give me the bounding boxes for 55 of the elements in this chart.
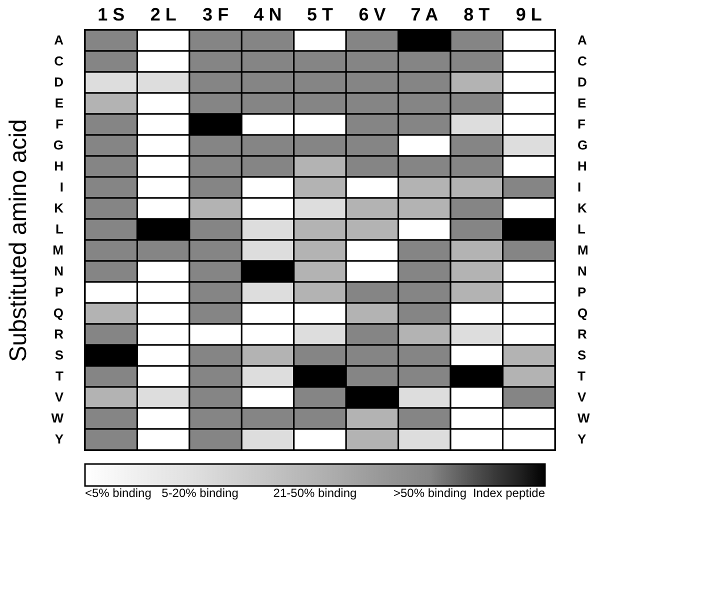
y2-tick-label: S [578, 348, 586, 362]
y2-tick-label: Q [578, 306, 588, 320]
color-bar-label: Index peptide [472, 486, 546, 500]
y2-tick-label: N [578, 264, 587, 278]
y-tick-label: G [53, 138, 64, 152]
x-tick-label: 4 N [254, 4, 282, 24]
x-tick-label: 2 L [150, 4, 176, 24]
y-tick-label: R [54, 326, 64, 342]
y-tick-label: K [54, 200, 64, 216]
color-bar-label: 5-20% binding [162, 486, 238, 500]
y2-tick-label: I [578, 180, 582, 194]
y2-tick-label: F [578, 116, 586, 132]
x-tick-label: 9 L [516, 4, 542, 24]
color-bar-label: >50% binding [393, 486, 467, 500]
y-tick-label: C [54, 54, 64, 68]
y2-tick-label: H [578, 158, 587, 174]
y-tick-label: M [52, 242, 64, 258]
y-tick-label: N [54, 264, 64, 278]
y2-tick-label: A [578, 32, 588, 48]
y-tick-label: T [56, 368, 64, 384]
x-tick-label: 8 T [464, 4, 490, 24]
y-tick-label: W [51, 410, 64, 426]
y2-tick-label: C [578, 54, 588, 68]
y2-tick-label: K [578, 200, 588, 216]
y2-tick-label: V [578, 390, 586, 404]
color-bar-label: <5% binding [85, 486, 152, 500]
y-tick-label: S [54, 348, 64, 362]
y2-tick-label: Y [578, 432, 586, 446]
y2-tick-label: G [578, 138, 588, 152]
y2-tick-label: M [578, 242, 588, 258]
y2-tick-label: E [578, 96, 586, 110]
x-tick-label: 7 A [410, 4, 438, 24]
y-tick-label: Y [54, 432, 64, 446]
y-tick-label: H [54, 158, 64, 174]
y-tick-label: P [54, 284, 64, 300]
y2-tick-label: P [578, 284, 586, 300]
y-tick-label: V [54, 390, 64, 404]
y-tick-label: Q [53, 306, 64, 320]
x-tick-label: 3 F [202, 4, 229, 24]
y2-tick-label: D [578, 74, 587, 90]
y-tick-label: L [56, 222, 64, 236]
color-bar-label: 21-50% binding [273, 486, 357, 500]
y-tick-label: E [54, 96, 64, 110]
y2-tick-label: L [578, 222, 586, 236]
y-tick-label: D [54, 74, 64, 90]
y2-tick-label: T [578, 368, 586, 384]
y2-tick-label: R [578, 326, 588, 342]
x-tick-label: 5 T [306, 4, 334, 24]
y-axis-title: Substituted amino acid [5, 119, 32, 362]
y-tick-label: F [56, 116, 64, 132]
y-tick-label: A [54, 32, 64, 48]
y2-tick-label: W [578, 410, 590, 426]
y-tick-label: I [60, 180, 64, 194]
x-tick-label: 6 V [358, 4, 386, 24]
x-tick-label: 1 S [98, 4, 125, 24]
